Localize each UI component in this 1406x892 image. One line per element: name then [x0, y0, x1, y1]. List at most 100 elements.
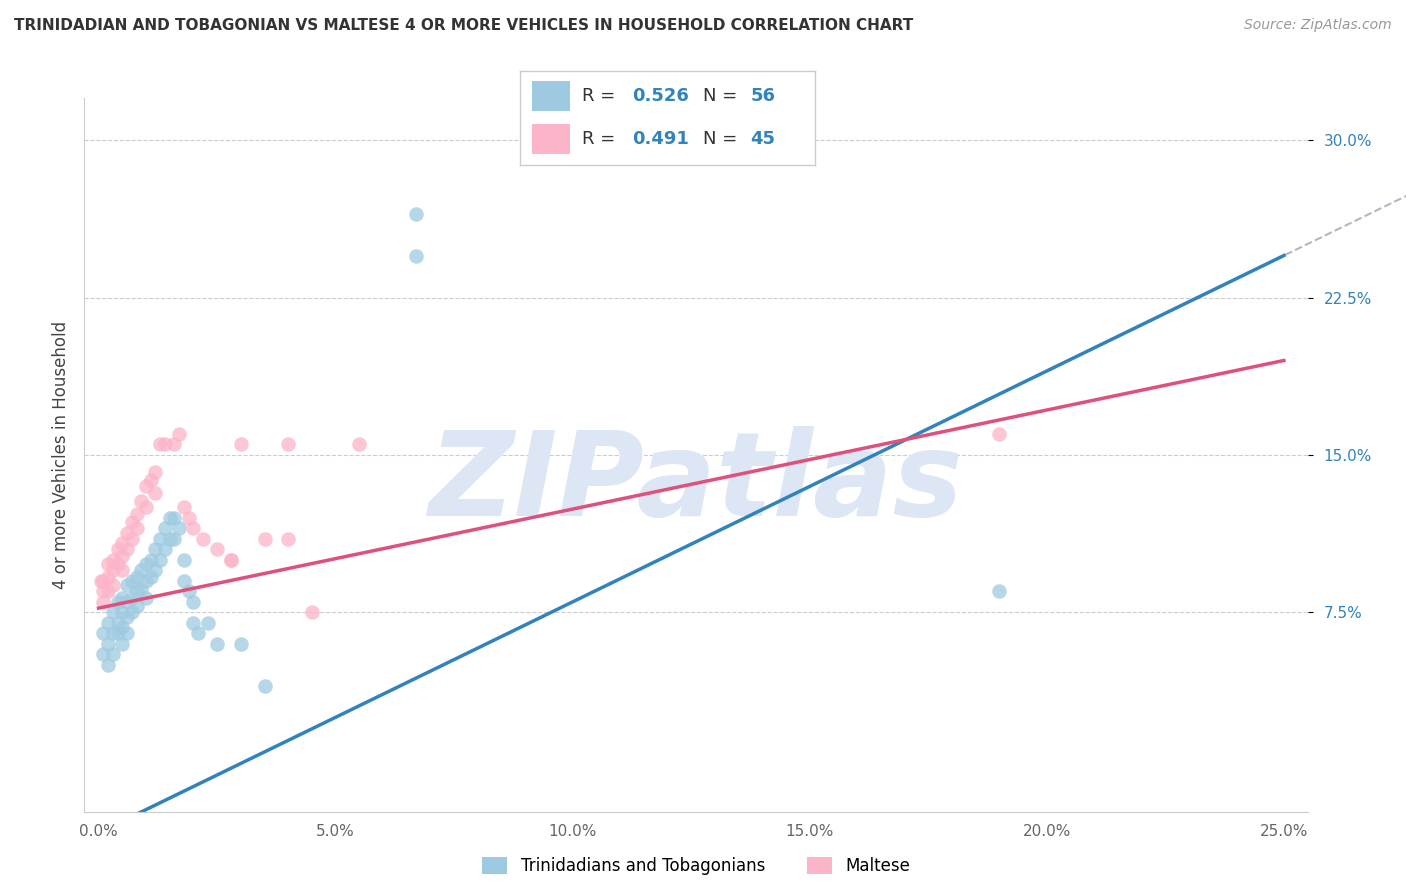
Point: [173, 574, 195, 588]
Point: [221, 553, 243, 567]
Point: [125, 599, 148, 613]
Point: [135, 557, 157, 571]
Point: [173, 553, 195, 567]
Point: [111, 563, 134, 577]
Text: 45: 45: [751, 130, 776, 148]
Point: [149, 532, 172, 546]
Point: [121, 574, 143, 588]
Point: [988, 584, 1011, 599]
Point: [145, 465, 167, 479]
Point: [91, 595, 114, 609]
Point: [115, 626, 138, 640]
Point: [145, 485, 167, 500]
Point: [97, 557, 120, 571]
Point: [229, 637, 252, 651]
Point: [125, 521, 148, 535]
Point: [97, 637, 120, 651]
Point: [101, 553, 124, 567]
Point: [153, 542, 176, 557]
Point: [183, 521, 205, 535]
Text: N =: N =: [703, 87, 744, 104]
Point: [135, 591, 157, 605]
Point: [111, 620, 134, 634]
Point: [107, 557, 129, 571]
Point: [301, 605, 323, 619]
Point: [111, 536, 134, 550]
Point: [111, 591, 134, 605]
Point: [145, 542, 167, 557]
Point: [149, 553, 172, 567]
Point: [349, 437, 371, 451]
Point: [405, 248, 427, 262]
Point: [163, 532, 186, 546]
Point: [115, 578, 138, 592]
Point: [107, 542, 129, 557]
Point: [125, 569, 148, 583]
Point: [107, 615, 129, 630]
Point: [101, 626, 124, 640]
Point: [111, 549, 134, 563]
Point: [121, 515, 143, 529]
Point: [107, 626, 129, 640]
Point: [135, 479, 157, 493]
Text: N =: N =: [703, 130, 744, 148]
Point: [159, 511, 181, 525]
Point: [405, 206, 427, 220]
Point: [197, 615, 219, 630]
Point: [139, 553, 162, 567]
Text: 56: 56: [751, 87, 776, 104]
Point: [111, 605, 134, 619]
Point: [183, 595, 205, 609]
Point: [173, 500, 195, 515]
Point: [135, 574, 157, 588]
Text: Source: ZipAtlas.com: Source: ZipAtlas.com: [1244, 18, 1392, 32]
Point: [115, 595, 138, 609]
Y-axis label: 4 or more Vehicles in Household: 4 or more Vehicles in Household: [52, 321, 70, 589]
Point: [101, 605, 124, 619]
Point: [125, 507, 148, 521]
Point: [191, 532, 214, 546]
Point: [253, 532, 276, 546]
Point: [129, 494, 152, 508]
Point: [97, 615, 120, 630]
Point: [121, 591, 143, 605]
Point: [159, 532, 181, 546]
Point: [125, 584, 148, 599]
Legend: Trinidadians and Tobagonians, Maltese: Trinidadians and Tobagonians, Maltese: [475, 850, 917, 882]
FancyBboxPatch shape: [531, 81, 571, 111]
Point: [115, 609, 138, 624]
Text: 0.491: 0.491: [633, 130, 689, 148]
Point: [115, 525, 138, 540]
Point: [167, 521, 190, 535]
Point: [97, 569, 120, 583]
Point: [163, 437, 186, 451]
Point: [129, 582, 152, 597]
Text: TRINIDADIAN AND TOBAGONIAN VS MALTESE 4 OR MORE VEHICLES IN HOUSEHOLD CORRELATIO: TRINIDADIAN AND TOBAGONIAN VS MALTESE 4 …: [14, 18, 914, 33]
Text: 0.526: 0.526: [633, 87, 689, 104]
Point: [153, 437, 176, 451]
Point: [187, 626, 209, 640]
Point: [145, 563, 167, 577]
Point: [139, 569, 162, 583]
Point: [91, 626, 114, 640]
Point: [183, 615, 205, 630]
Point: [139, 473, 162, 487]
Point: [97, 657, 120, 672]
Text: R =: R =: [582, 87, 621, 104]
Point: [121, 605, 143, 619]
Point: [135, 500, 157, 515]
Point: [91, 574, 114, 588]
Point: [101, 563, 124, 577]
Point: [277, 437, 299, 451]
Point: [163, 511, 186, 525]
Point: [91, 584, 114, 599]
Point: [97, 584, 120, 599]
Point: [91, 648, 114, 662]
Point: [167, 426, 190, 441]
Point: [107, 595, 129, 609]
Point: [221, 553, 243, 567]
Point: [177, 511, 200, 525]
Text: R =: R =: [582, 130, 621, 148]
Point: [988, 426, 1011, 441]
Text: ZIPatlas: ZIPatlas: [429, 426, 963, 541]
